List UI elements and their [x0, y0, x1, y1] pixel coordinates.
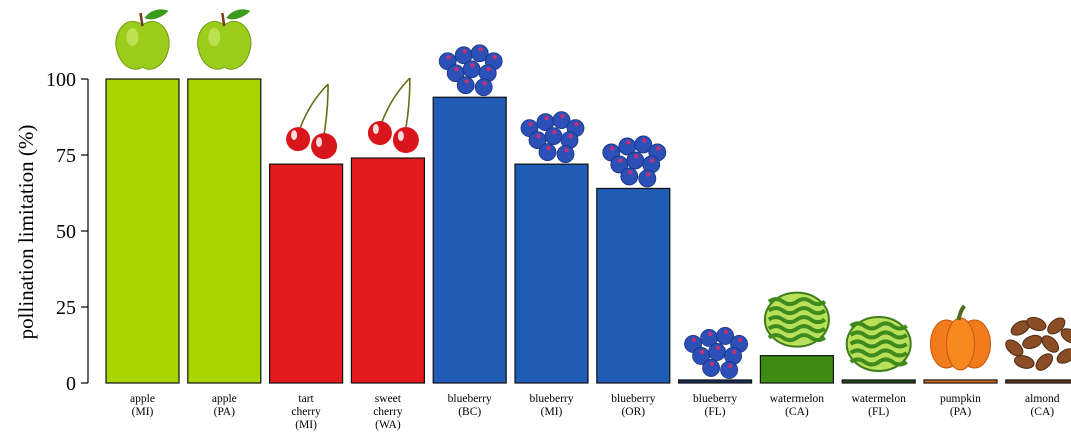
category-label: pumpkin (PA): [940, 393, 981, 418]
almond-icon: [1005, 316, 1071, 371]
category-label: sweet cherry (WA): [373, 393, 403, 431]
category-label: blueberry (MI): [529, 393, 573, 418]
category-label: blueberry (OR): [611, 393, 655, 418]
cherry-icon: [367, 77, 419, 154]
blueberry-icon: [684, 327, 748, 379]
y-tick-label: 50: [56, 221, 76, 243]
bar-watermelon: [759, 355, 835, 384]
bar-apple: [187, 78, 262, 384]
crop-icons: [115, 9, 1071, 379]
blueberry-icon: [520, 111, 585, 164]
bar-blueberry: [432, 96, 507, 384]
pumpkin-icon: [930, 304, 991, 371]
y-axis-label: pollination limitation (%): [14, 125, 38, 340]
category-label: almond (CA): [1025, 393, 1060, 418]
category-label: blueberry (FL): [693, 393, 737, 418]
bar-watermelon: [841, 379, 916, 384]
y-tick-label: 25: [56, 297, 76, 319]
bar-blueberry: [514, 163, 589, 384]
bar-cherry: [269, 163, 344, 384]
bar-blueberry: [596, 187, 671, 384]
apple-icon: [115, 9, 170, 70]
apple-icon: [197, 9, 252, 70]
category-label: tart cherry (MI): [291, 393, 321, 431]
category-label: apple (PA): [212, 393, 237, 418]
category-label: blueberry (BC): [448, 393, 492, 418]
y-axis: 0 25 50 75 100: [46, 69, 89, 395]
bars: [105, 78, 1071, 384]
watermelon-icon: [845, 315, 912, 372]
y-tick-label: 75: [56, 145, 76, 167]
category-labels: apple (MI) apple (PA) tart cherry (MI) sweet che…: [130, 393, 1060, 431]
bar-almond: [1005, 379, 1071, 384]
bar-pumpkin: [923, 379, 998, 384]
bar-cherry: [350, 157, 425, 384]
category-label: watermelon (FL): [852, 393, 907, 418]
category-label: watermelon (CA): [770, 393, 825, 418]
category-label: apple (MI): [130, 393, 155, 418]
blueberry-icon: [438, 44, 503, 97]
cherry-icon: [286, 83, 338, 160]
bar-apple: [105, 78, 180, 384]
y-tick-label: 100: [46, 69, 76, 91]
blueberry-icon: [602, 135, 667, 188]
y-tick-label: 0: [66, 373, 76, 395]
watermelon-icon: [763, 291, 830, 348]
bar-blueberry: [677, 379, 753, 384]
